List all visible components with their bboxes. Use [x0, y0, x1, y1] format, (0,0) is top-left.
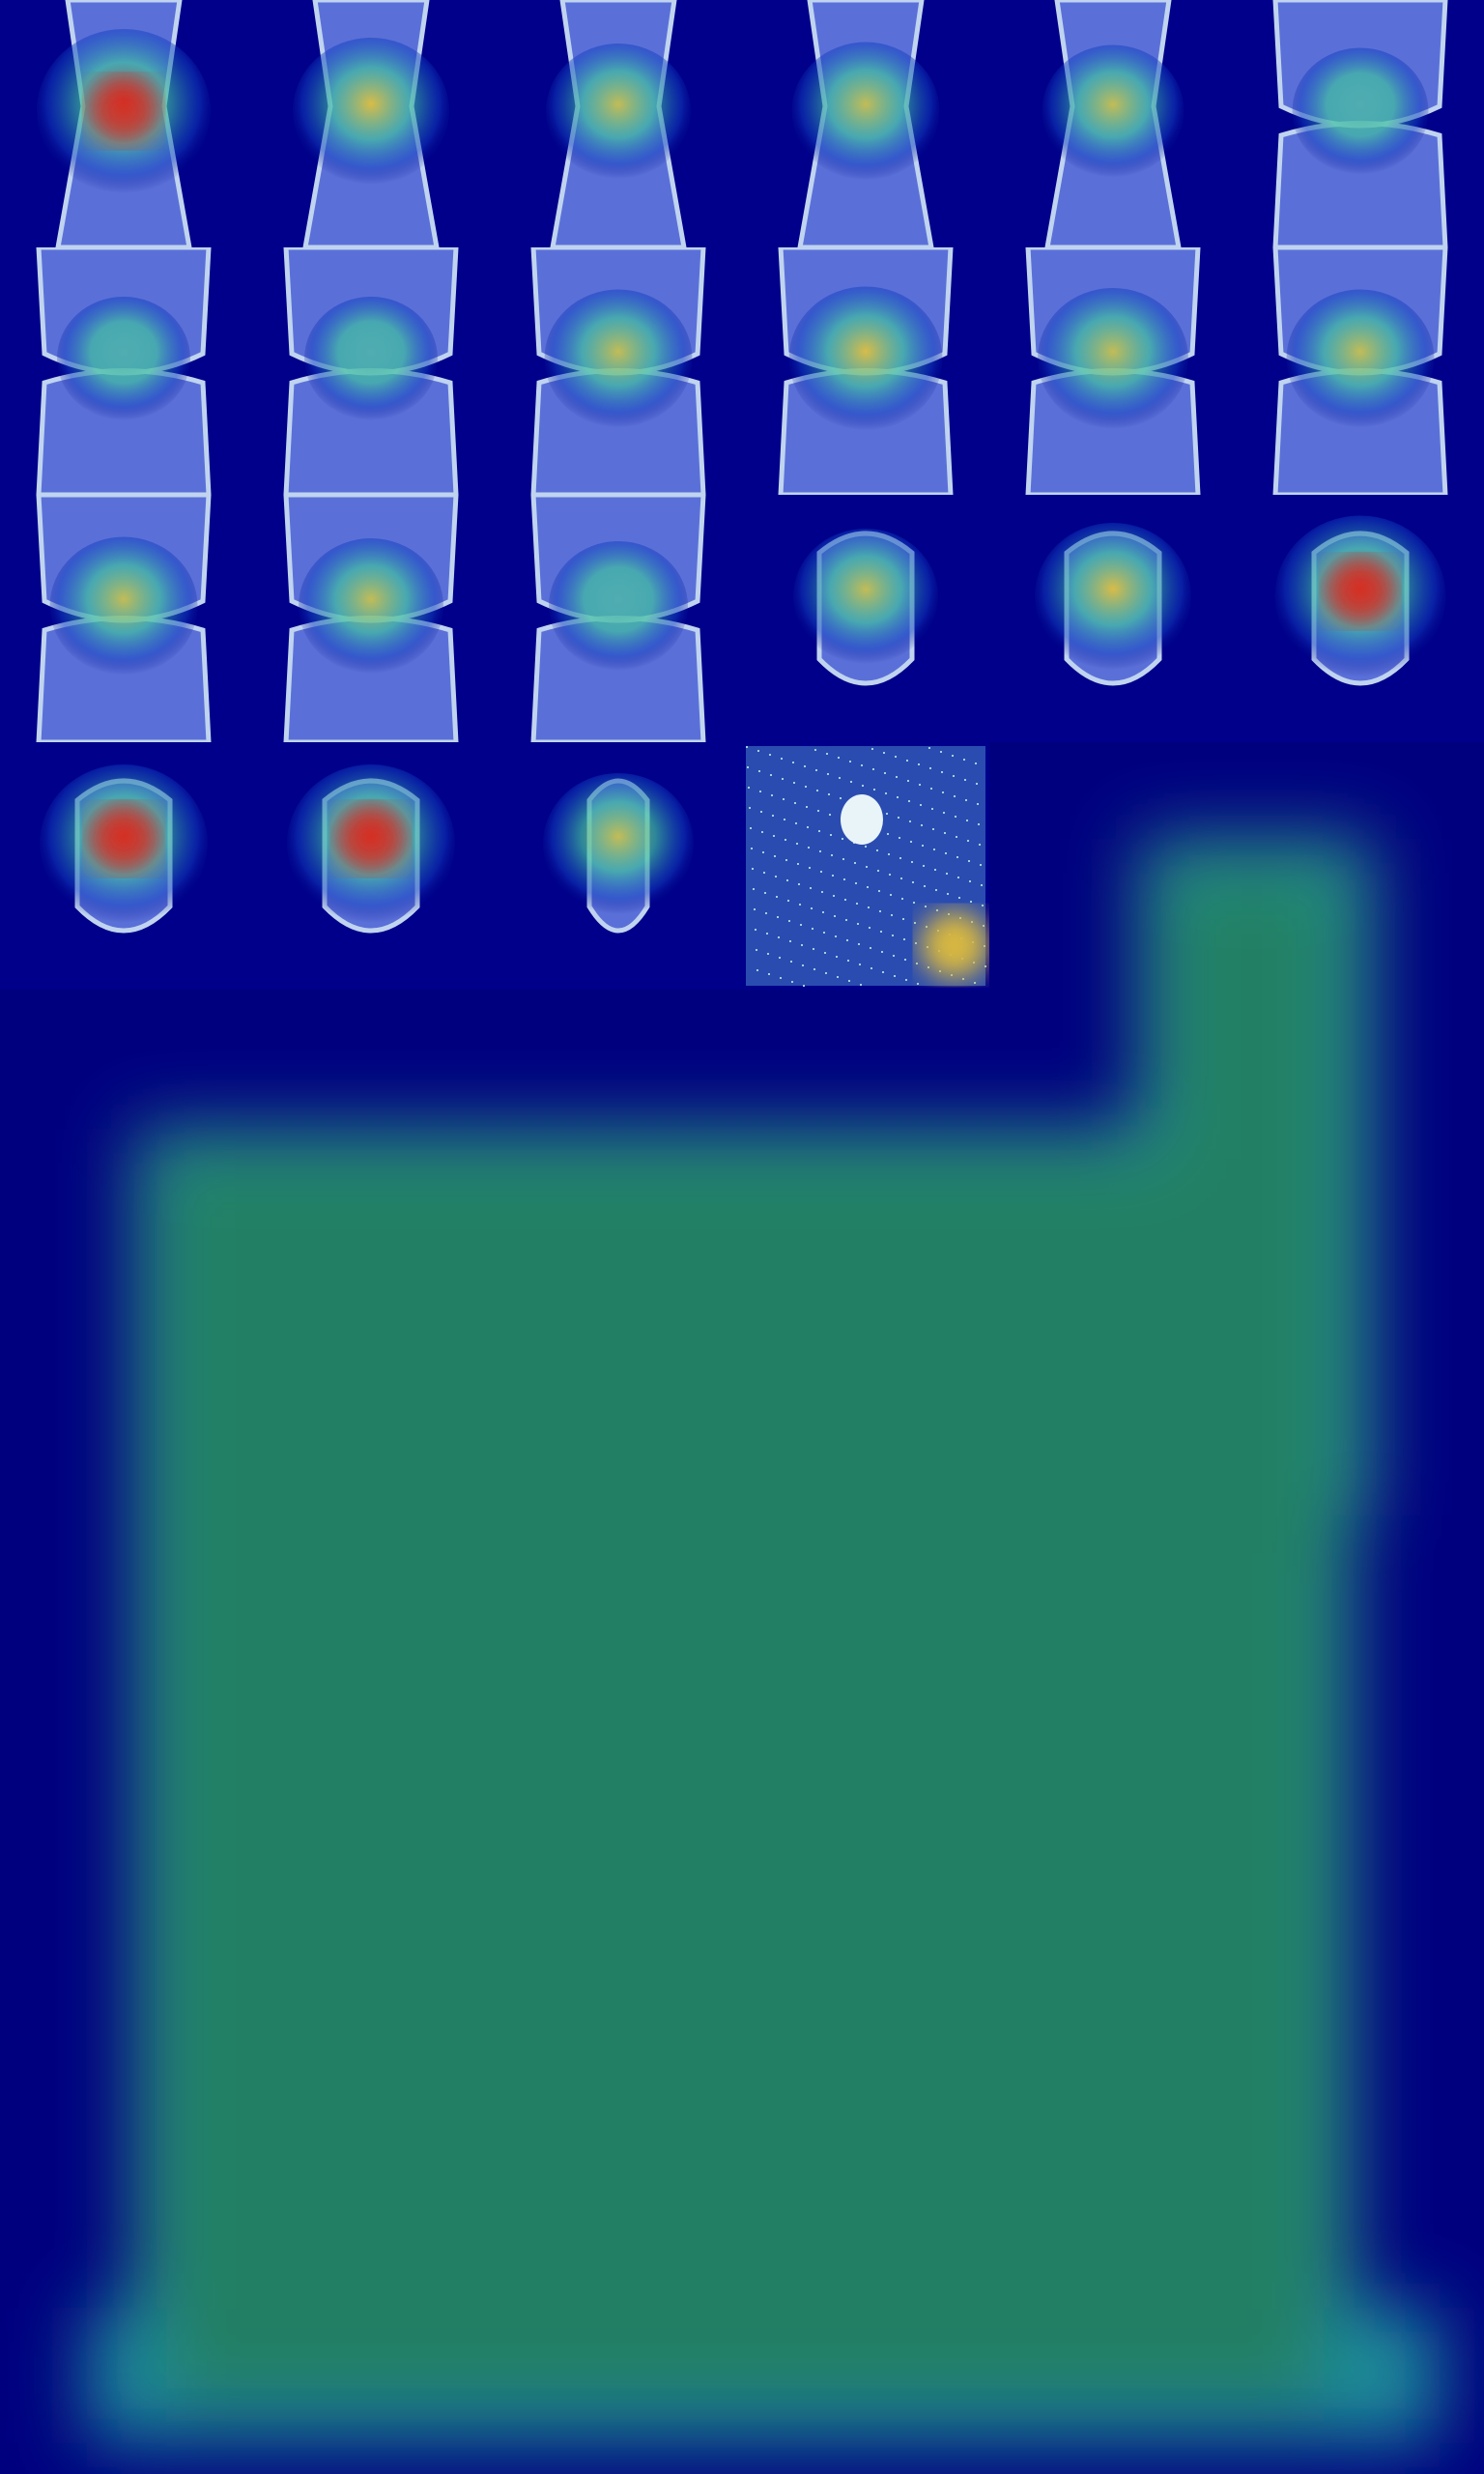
slice-10	[742, 247, 989, 495]
slice-14	[247, 495, 495, 742]
slice-17	[989, 495, 1237, 742]
slice-07	[0, 247, 247, 495]
slice-18	[1237, 495, 1484, 742]
slice-09	[495, 247, 742, 495]
slice-22	[742, 742, 989, 990]
slice-12	[1237, 247, 1484, 495]
slice-06	[1237, 0, 1484, 247]
slice-19	[0, 742, 247, 990]
slice-13	[0, 495, 247, 742]
slice-03	[495, 0, 742, 247]
slice-11	[989, 247, 1237, 495]
slice-02	[247, 0, 495, 247]
slice-01	[0, 0, 247, 247]
slice-05	[989, 0, 1237, 247]
slice-21	[495, 742, 742, 990]
slice-04	[742, 0, 989, 247]
slice-15	[495, 495, 742, 742]
slice-20	[247, 742, 495, 990]
slice-08	[247, 247, 495, 495]
empty-region-heatmap	[87, 839, 1440, 2443]
slice-16	[742, 495, 989, 742]
